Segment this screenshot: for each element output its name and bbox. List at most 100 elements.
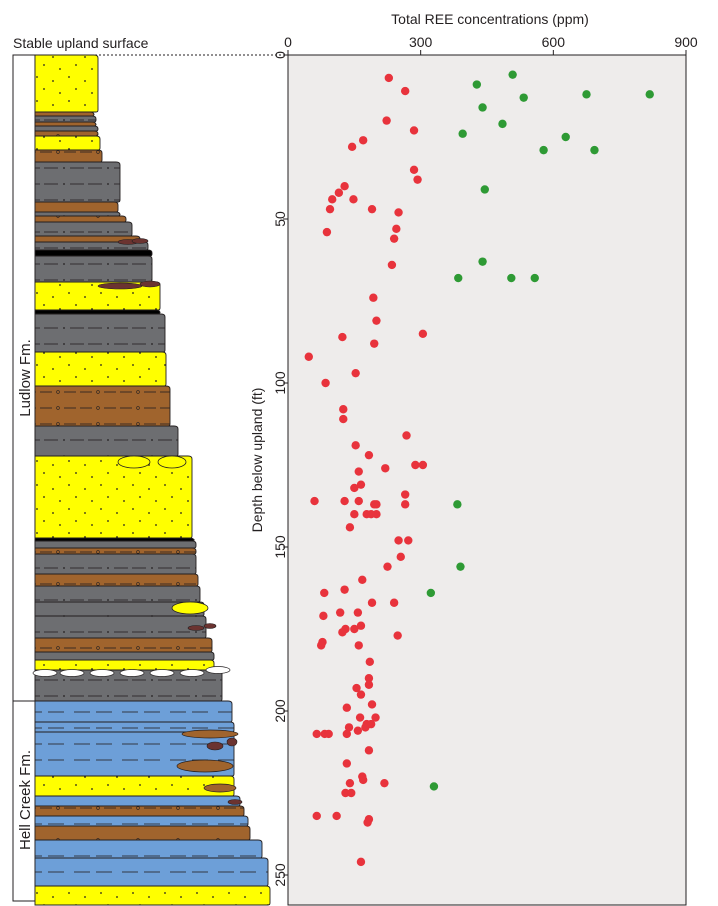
data-point-red <box>351 441 360 450</box>
y-axis: 0 50 100 150 200 250 <box>272 51 288 887</box>
data-point-green <box>539 145 548 155</box>
data-point-red <box>345 523 355 532</box>
data-point-red <box>393 631 402 640</box>
data-point-red <box>369 293 378 302</box>
claystone-bed <box>34 795 241 807</box>
data-point-red <box>387 260 397 270</box>
data-point-red <box>381 464 390 473</box>
clay-lens <box>149 669 175 677</box>
data-point-red <box>358 136 368 145</box>
mudstone-bed <box>34 221 133 237</box>
data-point-green <box>582 90 591 99</box>
data-point-red <box>418 460 428 470</box>
lignite-bed <box>34 309 161 315</box>
data-point-green <box>507 273 516 283</box>
data-point-red <box>340 585 349 594</box>
clay-lens <box>179 669 205 677</box>
data-point-red <box>312 729 321 739</box>
data-point-red <box>372 316 381 325</box>
data-point-red <box>344 723 354 732</box>
y-axis-label: Depth below upland (ft) <box>249 388 265 533</box>
data-point-red <box>328 195 337 204</box>
data-point-red <box>370 339 379 348</box>
data-point-red <box>354 467 363 476</box>
data-point-red <box>340 496 349 506</box>
mudstone-bed <box>34 553 197 575</box>
data-point-red <box>383 562 392 571</box>
data-point-red <box>349 195 358 204</box>
data-point-red <box>355 713 365 722</box>
siltstone-bed <box>34 637 213 653</box>
data-point-red <box>364 746 374 755</box>
x-tick-label: 900 <box>674 34 698 50</box>
data-point-red <box>351 368 360 378</box>
data-point-red <box>365 657 375 666</box>
sandstone-bed <box>34 135 101 151</box>
siltstone-lens <box>181 729 239 739</box>
data-point-red <box>338 628 347 637</box>
clay-lens <box>119 669 145 677</box>
sand-lens <box>171 601 209 615</box>
data-point-red <box>319 611 328 621</box>
data-point-red <box>384 73 394 83</box>
clay-lens <box>205 666 231 674</box>
data-point-green <box>519 93 528 102</box>
nodule <box>131 238 149 244</box>
siltstone-bed <box>34 215 127 223</box>
data-point-red <box>335 608 345 617</box>
data-point-green <box>478 103 487 112</box>
data-point-red <box>338 332 347 342</box>
data-point-red <box>411 460 420 470</box>
data-point-green <box>480 185 489 194</box>
sandstone-bed <box>34 351 167 387</box>
data-point-red <box>400 500 410 509</box>
nodule <box>203 623 217 629</box>
data-point-red <box>350 510 359 519</box>
nodule <box>97 282 143 290</box>
siltstone-lens <box>176 759 234 773</box>
data-point-red <box>312 811 321 821</box>
x-tick-label: 300 <box>409 34 433 50</box>
claystone-bed <box>34 857 269 887</box>
siltstone-bed <box>34 121 97 127</box>
data-point-green <box>456 562 465 571</box>
clay-lens <box>59 669 85 677</box>
mudstone-bed <box>34 125 99 132</box>
mudstone-bed <box>34 540 197 549</box>
data-point-green <box>429 782 439 791</box>
data-point-red <box>380 778 389 788</box>
data-point-red <box>367 700 377 709</box>
data-point-red <box>366 510 376 519</box>
nodule <box>206 741 224 751</box>
x-tick-label: 0 <box>284 34 292 50</box>
data-point-red <box>404 536 413 545</box>
data-point-red <box>321 378 330 388</box>
data-point-green <box>561 132 570 142</box>
siltstone-bed <box>34 805 245 817</box>
data-point-red <box>304 352 313 361</box>
data-point-red <box>342 759 352 768</box>
data-point-red <box>400 86 410 96</box>
data-point-red <box>347 788 356 798</box>
nodule <box>139 280 161 288</box>
sandstone-bed <box>34 659 215 671</box>
data-point-red <box>394 536 403 545</box>
data-point-red <box>345 778 355 788</box>
mudstone-bed <box>34 651 215 661</box>
mudstone-bed <box>34 615 207 639</box>
data-point-red <box>340 182 349 191</box>
data-point-red <box>394 208 403 217</box>
x-axis: 0 300 600 900 <box>284 34 698 55</box>
clay-lens <box>32 669 58 677</box>
claystone-bed <box>34 839 263 859</box>
siltstone-bed <box>34 385 171 427</box>
mudstone-bed <box>34 313 166 353</box>
sandstone-bed <box>34 775 235 797</box>
data-point-red <box>371 713 380 722</box>
data-point-red <box>367 204 377 214</box>
mudstone-bed <box>34 161 121 203</box>
siltstone-bed <box>34 825 251 841</box>
data-point-red <box>389 234 399 243</box>
siltstone-bed <box>34 573 199 587</box>
